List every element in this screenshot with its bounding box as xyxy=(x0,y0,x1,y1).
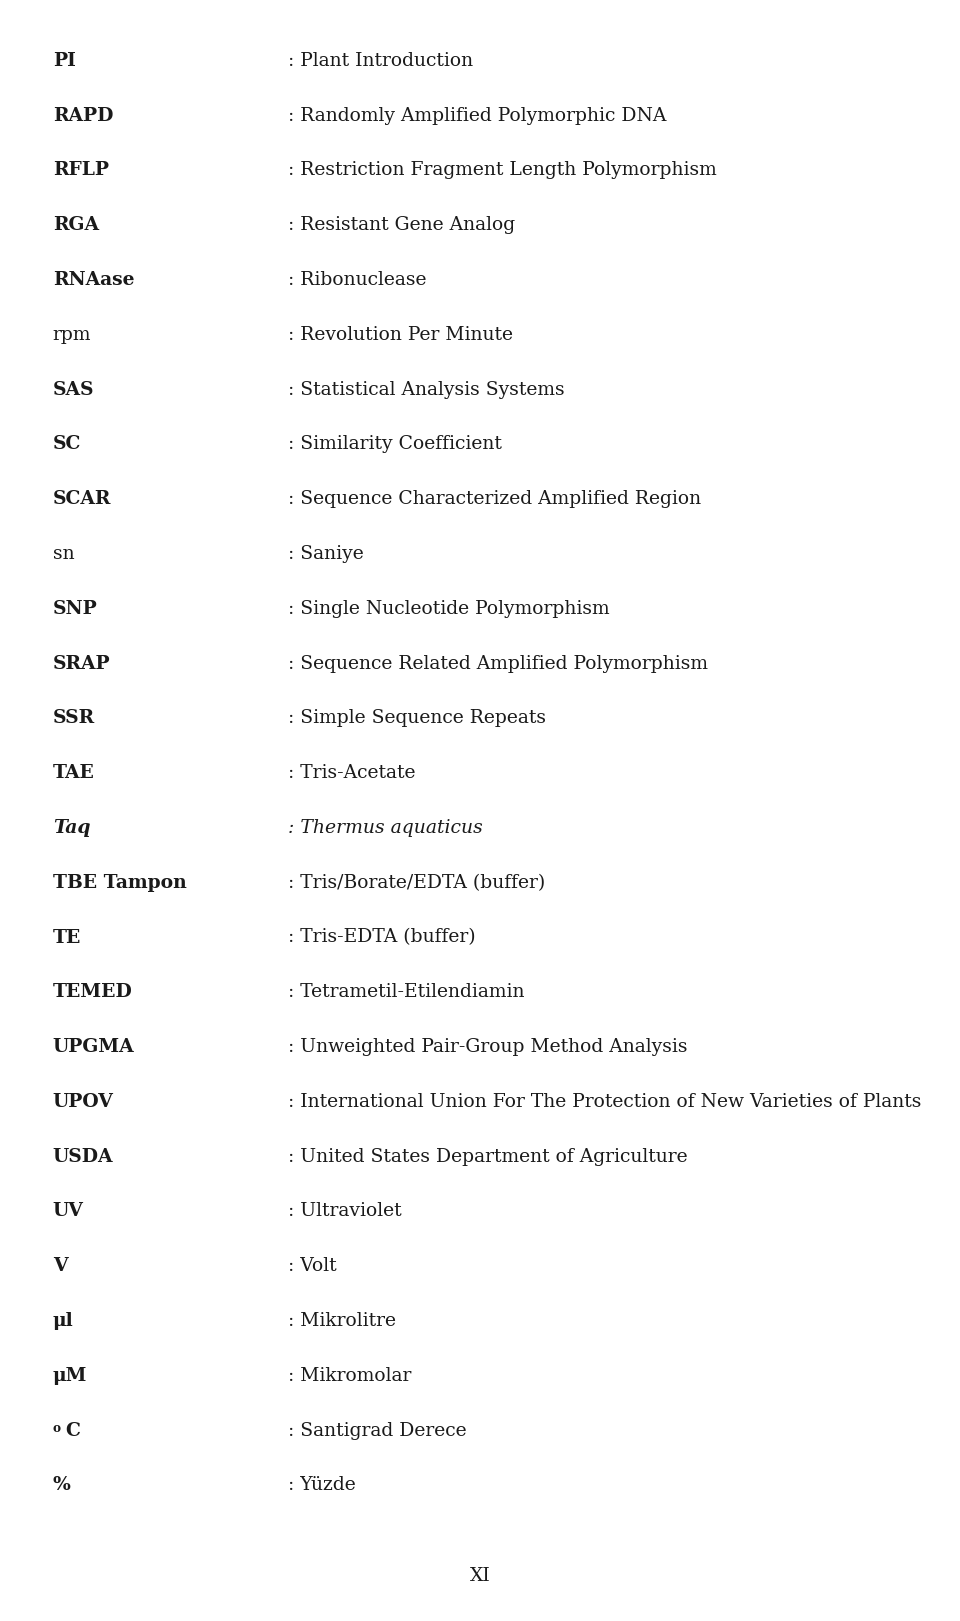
Text: TBE Tampon: TBE Tampon xyxy=(53,874,186,892)
Text: : United States Department of Agriculture: : United States Department of Agricultur… xyxy=(288,1148,687,1165)
Text: SSR: SSR xyxy=(53,710,95,728)
Text: : Resistant Gene Analog: : Resistant Gene Analog xyxy=(288,216,516,235)
Text: V: V xyxy=(53,1258,67,1276)
Text: : Thermus aquaticus: : Thermus aquaticus xyxy=(288,819,483,836)
Text: Taq: Taq xyxy=(53,819,90,836)
Text: RFLP: RFLP xyxy=(53,162,108,180)
Text: %: % xyxy=(53,1477,71,1495)
Text: : Sequence Characterized Amplified Region: : Sequence Characterized Amplified Regio… xyxy=(288,490,701,509)
Text: TE: TE xyxy=(53,929,82,947)
Text: SCAR: SCAR xyxy=(53,490,111,509)
Text: SNP: SNP xyxy=(53,600,98,618)
Text: UV: UV xyxy=(53,1203,84,1221)
Text: SRAP: SRAP xyxy=(53,655,110,673)
Text: : Sequence Related Amplified Polymorphism: : Sequence Related Amplified Polymorphis… xyxy=(288,655,708,673)
Text: SAS: SAS xyxy=(53,381,94,399)
Text: : Revolution Per Minute: : Revolution Per Minute xyxy=(288,326,513,344)
Text: : Mikrolitre: : Mikrolitre xyxy=(288,1311,396,1331)
Text: : Similarity Coefficient: : Similarity Coefficient xyxy=(288,436,502,454)
Text: : Volt: : Volt xyxy=(288,1258,337,1276)
Text: TEMED: TEMED xyxy=(53,984,132,1002)
Text: RNAase: RNAase xyxy=(53,271,134,289)
Text: o: o xyxy=(53,1422,60,1435)
Text: : Unweighted Pair-Group Method Analysis: : Unweighted Pair-Group Method Analysis xyxy=(288,1037,687,1057)
Text: μl: μl xyxy=(53,1311,74,1331)
Text: : Saniye: : Saniye xyxy=(288,545,364,562)
Text: USDA: USDA xyxy=(53,1148,113,1165)
Text: : Ribonuclease: : Ribonuclease xyxy=(288,271,426,289)
Text: sn: sn xyxy=(53,545,75,562)
Text: rpm: rpm xyxy=(53,326,91,344)
Text: : Tris-EDTA (buffer): : Tris-EDTA (buffer) xyxy=(288,929,475,947)
Text: : Ultraviolet: : Ultraviolet xyxy=(288,1203,401,1221)
Text: : Tris/Borate/EDTA (buffer): : Tris/Borate/EDTA (buffer) xyxy=(288,874,545,892)
Text: : Plant Introduction: : Plant Introduction xyxy=(288,52,473,70)
Text: μM: μM xyxy=(53,1367,87,1384)
Text: : International Union For The Protection of New Varieties of Plants: : International Union For The Protection… xyxy=(288,1093,922,1110)
Text: : Yüzde: : Yüzde xyxy=(288,1477,356,1495)
Text: : Simple Sequence Repeats: : Simple Sequence Repeats xyxy=(288,710,546,728)
Text: : Tetrametil-Etilendiamin: : Tetrametil-Etilendiamin xyxy=(288,984,524,1002)
Text: : Tris-Acetate: : Tris-Acetate xyxy=(288,763,416,783)
Text: : Single Nucleotide Polymorphism: : Single Nucleotide Polymorphism xyxy=(288,600,610,618)
Text: PI: PI xyxy=(53,52,76,70)
Text: SC: SC xyxy=(53,436,82,454)
Text: : Restriction Fragment Length Polymorphism: : Restriction Fragment Length Polymorphi… xyxy=(288,162,717,180)
Text: UPGMA: UPGMA xyxy=(53,1037,134,1057)
Text: C: C xyxy=(65,1422,80,1439)
Text: : Randomly Amplified Polymorphic DNA: : Randomly Amplified Polymorphic DNA xyxy=(288,107,666,125)
Text: RGA: RGA xyxy=(53,216,99,235)
Text: XI: XI xyxy=(469,1568,491,1585)
Text: UPOV: UPOV xyxy=(53,1093,113,1110)
Text: : Santigrad Derece: : Santigrad Derece xyxy=(288,1422,467,1439)
Text: : Statistical Analysis Systems: : Statistical Analysis Systems xyxy=(288,381,564,399)
Text: RAPD: RAPD xyxy=(53,107,113,125)
Text: : Mikromolar: : Mikromolar xyxy=(288,1367,412,1384)
Text: TAE: TAE xyxy=(53,763,95,783)
